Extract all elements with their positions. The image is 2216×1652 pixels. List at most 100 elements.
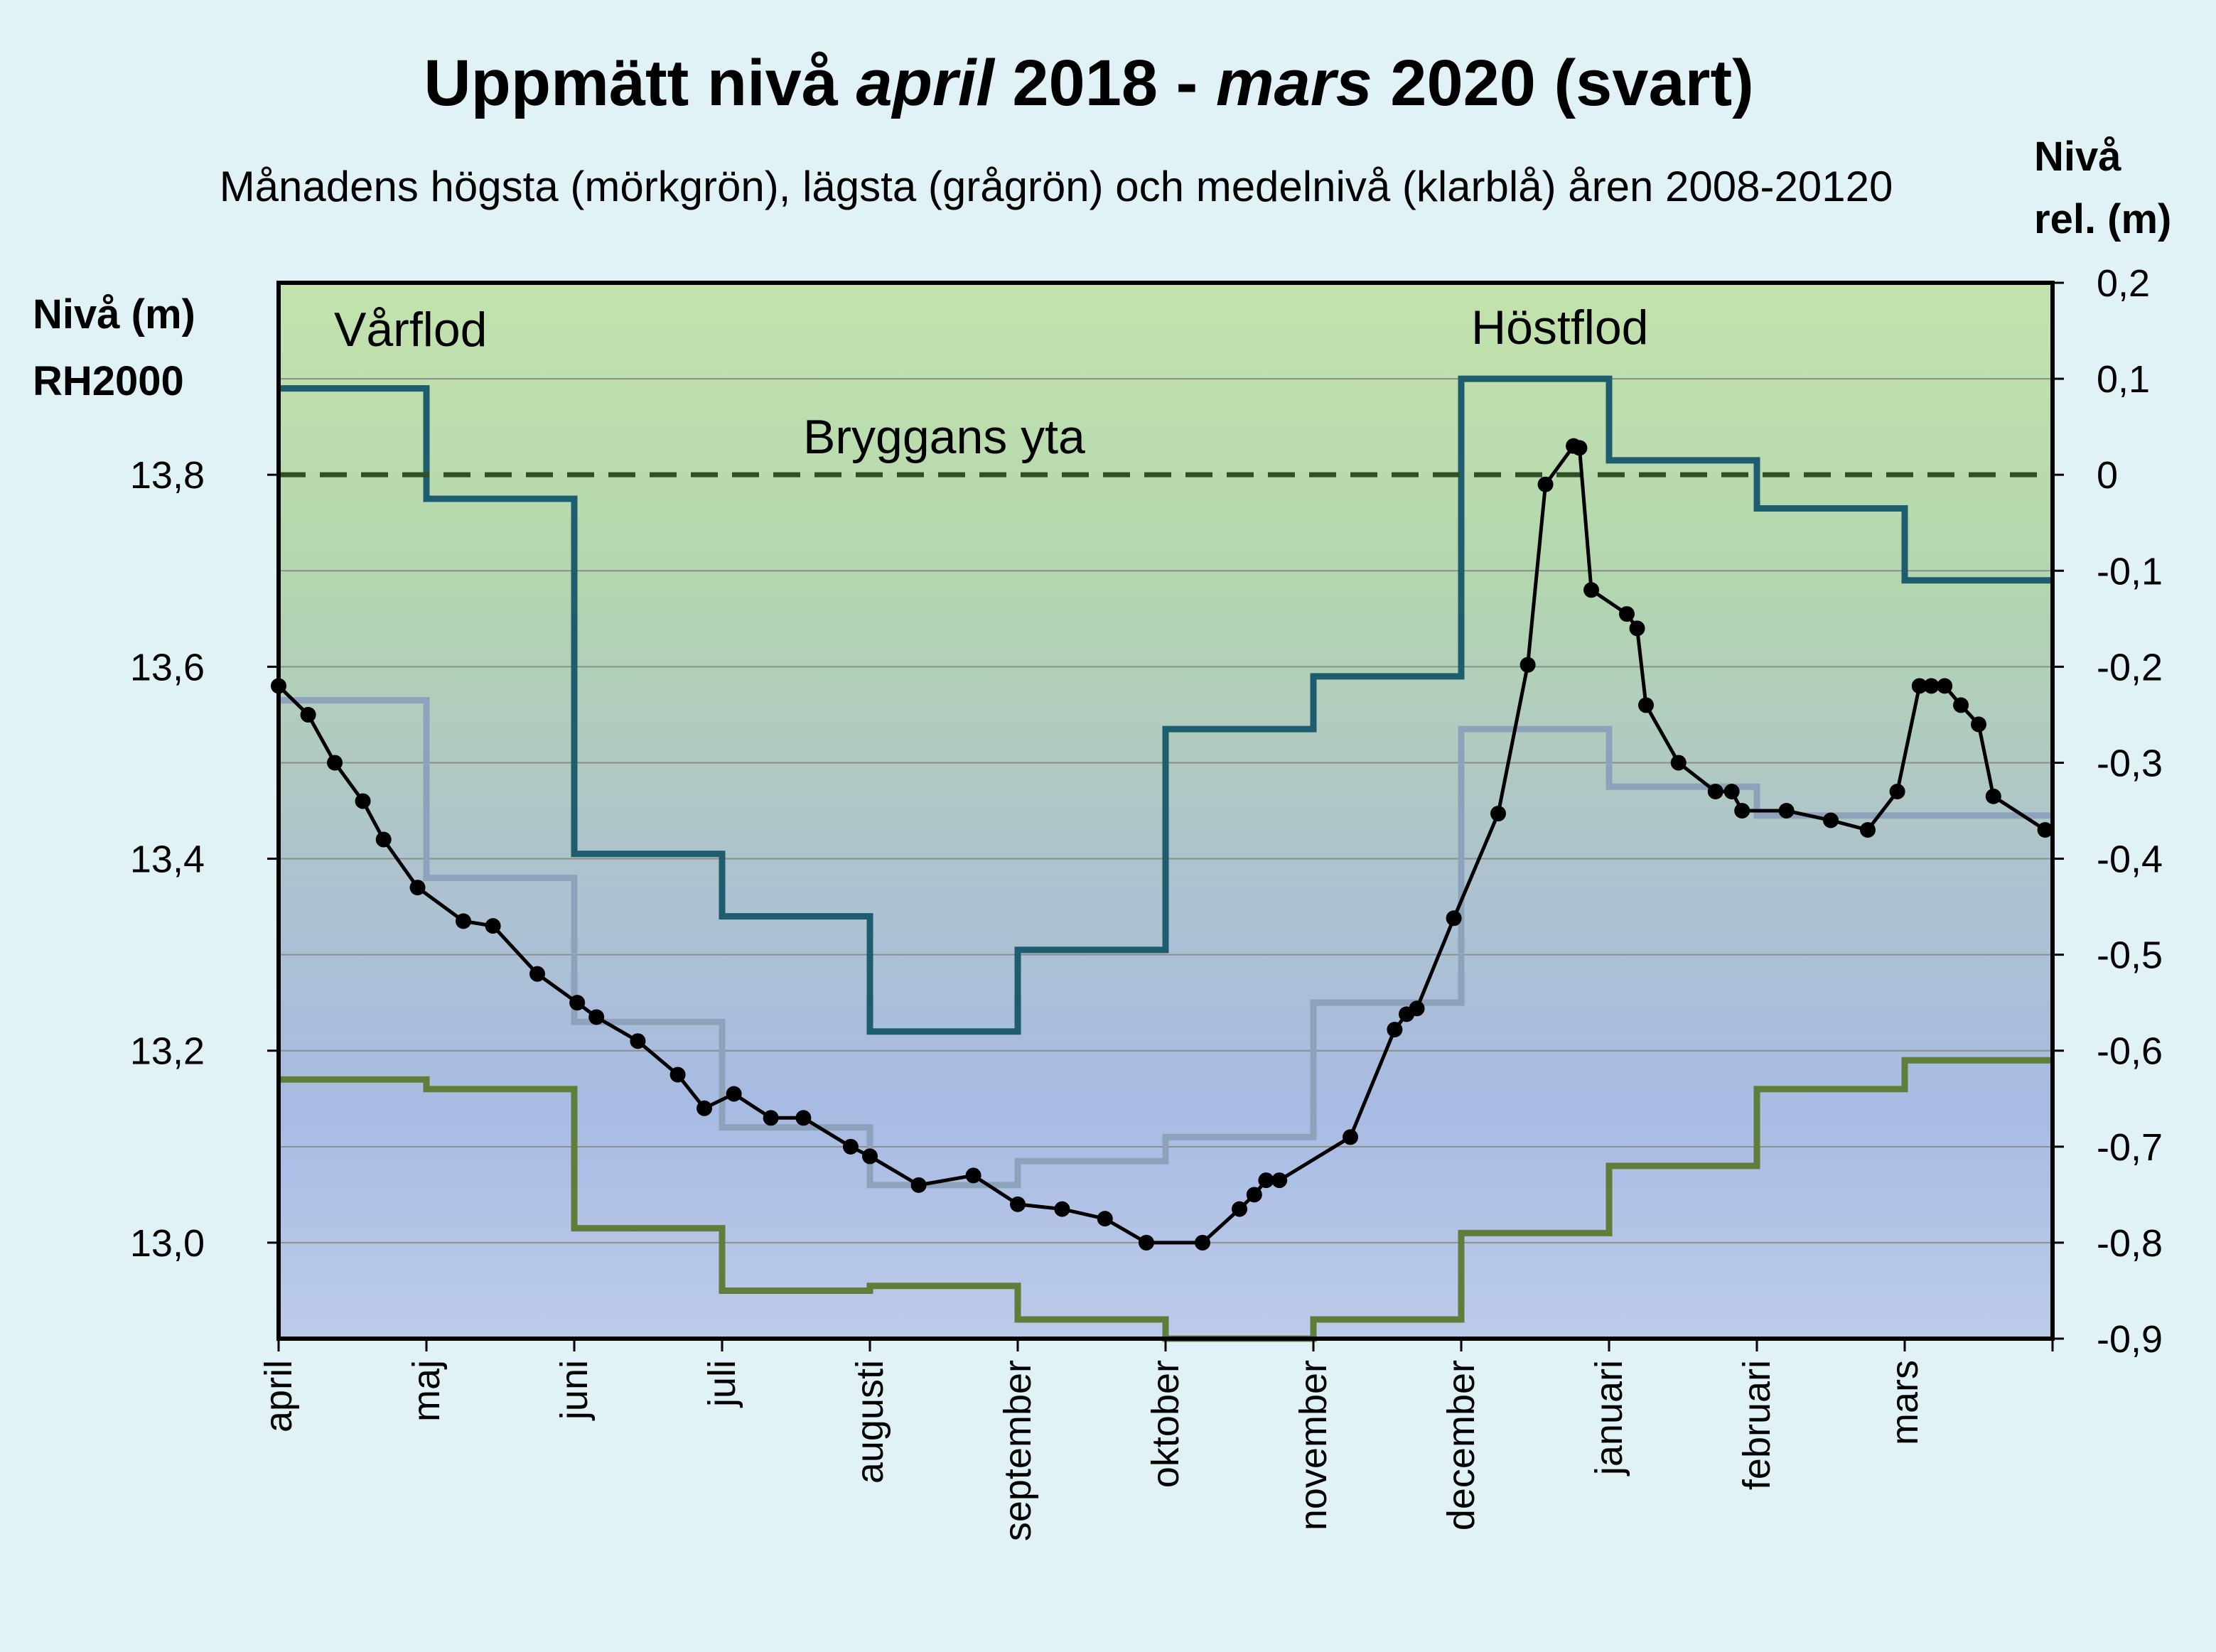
measured-point <box>1638 697 1654 713</box>
measured-point <box>1670 755 1687 771</box>
y-left-tick-label: 13,2 <box>130 1030 205 1073</box>
measured-point <box>1571 440 1588 456</box>
x-axis-month-labels: april maj juni juli augusti september oktober n… <box>257 1339 2054 1541</box>
measured-point <box>1629 620 1645 637</box>
annotation-varflod: Vårflod <box>334 303 487 357</box>
measured-point <box>1618 606 1635 622</box>
measured-point <box>1387 1022 1403 1038</box>
y-right-tick-label: -0,9 <box>2097 1318 2163 1361</box>
measured-point <box>1138 1234 1154 1251</box>
measured-point <box>1520 657 1536 673</box>
series-högsta-line <box>279 375 2053 1035</box>
month-label-februari: februari <box>1736 1360 1778 1490</box>
measured-point <box>2037 822 2053 838</box>
y-right-tick-label: -0,2 <box>2097 646 2163 689</box>
y-right-tick-label: -0,5 <box>2097 934 2163 977</box>
measured-point <box>1232 1201 1247 1217</box>
measured-point <box>669 1067 686 1083</box>
y-right-ticks: 0,2 0,1 0 -0,1 -0,2 -0,3 -0,4 -0,5 -0,6 -0,7 -0,8 -… <box>2053 262 2163 1361</box>
measured-point <box>1937 678 1953 694</box>
measured-point <box>1889 783 1905 799</box>
month-label-april: april <box>257 1360 300 1432</box>
measured-point <box>696 1100 713 1116</box>
measured-point <box>529 966 545 982</box>
measured-point <box>1409 1000 1425 1017</box>
marker-group <box>271 438 2053 1251</box>
y-left-tick-label: 13,6 <box>130 646 205 689</box>
measured-point <box>1054 1201 1070 1217</box>
y-right-tick-label: -0,7 <box>2097 1126 2163 1169</box>
month-label-september: september <box>996 1360 1039 1541</box>
y-left-axis-title-line2: RH2000 <box>33 358 184 404</box>
month-label-januari: januari <box>1588 1360 1630 1476</box>
measured-point <box>1778 803 1795 819</box>
y-left-tick-label: 13,8 <box>130 454 205 497</box>
measured-point <box>842 1138 859 1155</box>
month-label-augusti: augusti <box>849 1360 891 1484</box>
measured-point <box>485 918 501 934</box>
measured-point <box>1734 803 1750 819</box>
measured-point <box>588 1009 605 1025</box>
y-right-axis-title-line1: Nivå <box>2034 134 2121 180</box>
measured-point <box>1971 716 1986 733</box>
annotation-hostflod: Höstflod <box>1471 301 1648 355</box>
measured-point <box>456 913 471 929</box>
measured-point <box>409 880 426 896</box>
measured-point <box>1860 822 1876 838</box>
month-label-december: december <box>1440 1360 1483 1530</box>
y-right-tick-label: -0,4 <box>2097 838 2163 881</box>
measured-point <box>862 1148 878 1165</box>
measured-point <box>630 1033 646 1049</box>
measured-point <box>1707 783 1723 799</box>
series-lägsta-line <box>279 1057 2053 1342</box>
measured-point <box>1490 806 1506 822</box>
chart-subtitle: Månadens högsta (mörkgrön), lägsta (gråg… <box>220 163 1893 210</box>
y-right-tick-label: -0,1 <box>2097 550 2163 593</box>
measured-point <box>726 1086 742 1102</box>
measured-point <box>1537 476 1554 492</box>
y-right-tick-label: 0,1 <box>2097 358 2150 401</box>
y-right-tick-label: -0,8 <box>2097 1222 2163 1265</box>
measured-point <box>1583 582 1600 598</box>
month-label-maj: maj <box>405 1360 448 1422</box>
measured-point <box>327 755 343 771</box>
series-group <box>277 375 2053 1342</box>
measured-point <box>1723 783 1740 799</box>
y-left-tick-label: 13,4 <box>130 838 205 881</box>
month-label-juni: juni <box>553 1360 596 1421</box>
measured-point <box>1953 697 1969 713</box>
series-medelnivå-line <box>279 697 2053 1189</box>
measured-point <box>1923 678 1940 694</box>
measured-point <box>1097 1211 1113 1227</box>
measured-point <box>1343 1129 1358 1145</box>
measured-point <box>300 706 316 723</box>
chart-title: Uppmätt nivå april 2018 - mars 2020 (sva… <box>424 47 1754 119</box>
measured-point <box>1271 1172 1288 1189</box>
month-label-juli: juli <box>701 1360 743 1408</box>
month-label-oktober: oktober <box>1144 1360 1187 1488</box>
measured-point <box>1911 678 1927 694</box>
measured-point <box>763 1110 779 1126</box>
measured-point <box>355 793 371 809</box>
month-label-november: november <box>1292 1360 1335 1530</box>
measured-point <box>1985 788 2001 804</box>
annotation-bryggans-yta: Bryggans yta <box>803 410 1085 464</box>
measured-point <box>375 831 392 848</box>
month-label-mars: mars <box>1883 1360 1926 1445</box>
measured-point <box>965 1167 981 1184</box>
measured-point <box>1010 1196 1026 1212</box>
y-right-axis-title-line2: rel. (m) <box>2034 196 2171 242</box>
measured-point <box>1258 1172 1274 1189</box>
measured-point <box>795 1110 812 1126</box>
y-right-tick-label: 0,2 <box>2097 262 2150 305</box>
measured-point <box>1195 1234 1210 1251</box>
y-left-ticks: 13,8 13,6 13,4 13,2 13,0 <box>130 454 279 1265</box>
y-right-tick-label: 0 <box>2097 454 2118 497</box>
measured-point <box>1246 1187 1262 1203</box>
measured-point <box>569 995 586 1011</box>
y-left-axis-title-line1: Nivå (m) <box>33 291 195 338</box>
measured-point <box>910 1177 927 1193</box>
y-right-tick-label: -0,3 <box>2097 742 2163 784</box>
